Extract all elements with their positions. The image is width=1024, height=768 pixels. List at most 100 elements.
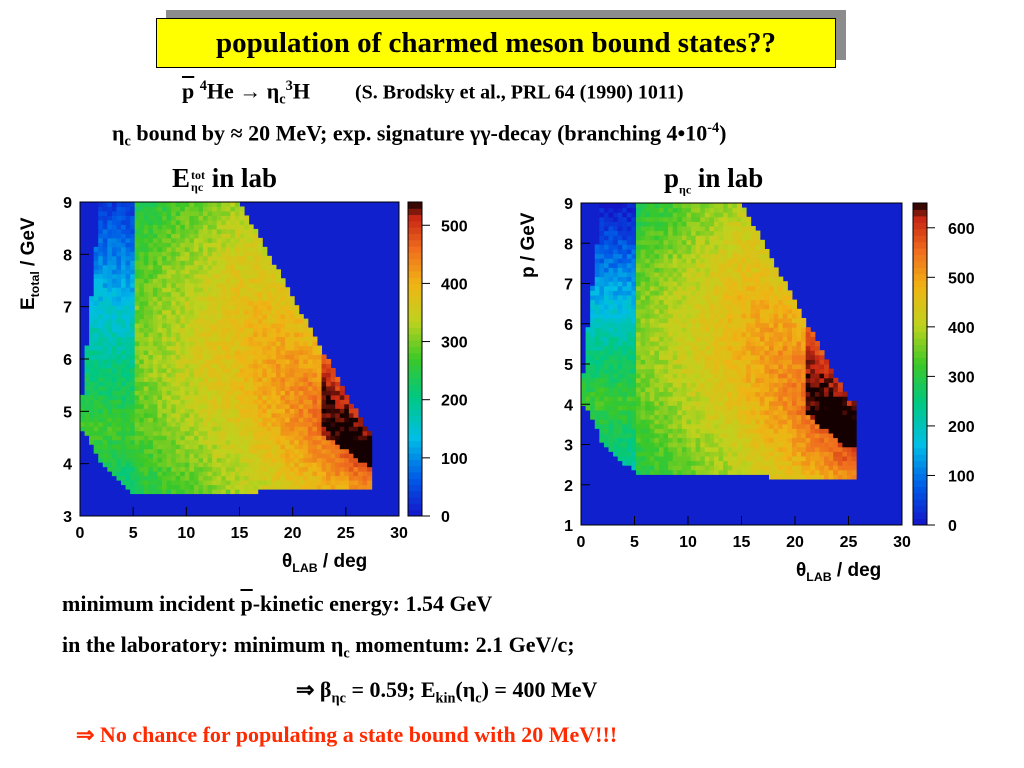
heatmap-bin <box>234 287 240 293</box>
heatmap-bin <box>244 246 250 252</box>
heatmap-bin <box>686 290 692 296</box>
colorbar-segment <box>408 333 422 341</box>
heatmap-bin <box>152 291 158 297</box>
heatmap-bin <box>189 394 195 400</box>
heatmap-bin <box>631 235 637 241</box>
heatmap-bin <box>175 255 181 261</box>
heatmap-bin <box>339 408 345 414</box>
heatmap-bin <box>672 327 678 333</box>
heatmap-bin <box>695 423 701 429</box>
heatmap-bin <box>216 466 222 472</box>
heatmap-bin <box>157 376 163 382</box>
heatmap-bin <box>203 219 209 225</box>
heatmap-bin <box>613 226 619 232</box>
heatmap-bin <box>111 372 117 378</box>
heatmap-bin <box>216 350 222 356</box>
heatmap-bin <box>212 237 218 243</box>
heatmap-bin <box>225 390 231 396</box>
heatmap-bin <box>221 475 227 481</box>
heatmap-bin <box>207 251 213 257</box>
heatmap-bin <box>184 246 190 252</box>
heatmap-bin <box>175 296 181 302</box>
heatmap-bin <box>139 376 145 382</box>
heatmap-bin <box>686 285 692 291</box>
heatmap-bin <box>175 287 181 293</box>
heatmap-bin <box>672 308 678 314</box>
heatmap-bin <box>244 309 250 315</box>
heatmap-bin <box>239 219 245 225</box>
heatmap-bin <box>330 394 336 400</box>
heatmap-bin <box>672 364 678 370</box>
heatmap-bin <box>691 299 697 305</box>
heatmap-bin <box>157 345 163 351</box>
heatmap-bin <box>111 350 117 356</box>
heatmap-bin <box>357 426 364 432</box>
heatmap-bin <box>681 341 687 347</box>
heatmap-bin <box>266 345 272 351</box>
heatmap-bin <box>294 412 300 418</box>
heatmap-bin <box>266 444 272 450</box>
heatmap-bin <box>121 210 127 216</box>
heatmap-bin <box>152 403 158 409</box>
heatmap-bin <box>681 382 687 388</box>
heatmap-bin <box>152 345 158 351</box>
colorbar-segment <box>408 359 422 366</box>
heatmap-bin <box>658 262 665 268</box>
heatmap-bin <box>175 309 181 315</box>
heatmap-bin <box>102 273 108 279</box>
heatmap-bin <box>234 372 240 378</box>
heatmap-bin <box>663 336 669 342</box>
heatmap-bin <box>253 448 259 454</box>
heatmap-bin <box>695 469 701 475</box>
heatmap-bin <box>162 300 168 306</box>
heatmap-bin <box>285 403 291 409</box>
heatmap-bin <box>244 444 250 450</box>
y-tick-label: 3 <box>63 509 72 526</box>
heatmap-bin <box>603 290 610 296</box>
heatmap-bin <box>590 354 596 360</box>
heatmap-bin <box>677 446 683 452</box>
heatmap-bin <box>102 224 108 230</box>
heatmap-bin <box>175 466 181 472</box>
heatmap-bin <box>658 419 665 425</box>
heatmap-bin <box>175 210 181 216</box>
heatmap-bin <box>93 448 99 454</box>
x-tick-label: 15 <box>231 525 249 542</box>
heatmap-bin <box>275 327 282 333</box>
heatmap-bin <box>244 471 250 477</box>
heatmap-bin <box>280 345 286 351</box>
heatmap-bin <box>654 244 660 250</box>
heatmap-bin <box>166 251 172 257</box>
heatmap-bin <box>157 426 163 432</box>
heatmap-bin <box>189 323 195 329</box>
heatmap-bin <box>175 233 181 239</box>
heatmap-bin <box>608 239 614 245</box>
colorbar-segment <box>408 384 422 391</box>
heatmap-bin <box>216 251 222 257</box>
heatmap-bin <box>723 469 729 475</box>
heatmap-bin <box>162 341 168 347</box>
heatmap-bin <box>335 390 341 396</box>
heatmap-bin <box>225 475 231 481</box>
heatmap-bin <box>622 364 628 370</box>
heatmap-bin <box>285 466 291 472</box>
heatmap-bin <box>266 332 272 338</box>
heatmap-bin <box>654 373 660 379</box>
heatmap-bin <box>294 421 300 427</box>
heatmap-bin <box>203 403 209 409</box>
heatmap-bin <box>89 390 95 396</box>
heatmap-bin <box>239 233 245 239</box>
heatmap-bin <box>239 228 245 234</box>
heatmap-bin <box>658 244 665 250</box>
heatmap-bin <box>663 239 669 245</box>
heatmap-bin <box>84 363 90 369</box>
heatmap-bin <box>212 296 218 302</box>
heatmap-bin <box>244 314 250 320</box>
heatmap-bin <box>212 435 218 441</box>
heatmap-bin <box>212 341 218 347</box>
heatmap-bin <box>262 251 268 257</box>
heatmap-bin <box>613 405 619 411</box>
heatmap-bin <box>617 276 623 282</box>
heatmap-bin <box>121 399 127 405</box>
heatmap-bin <box>654 285 660 291</box>
